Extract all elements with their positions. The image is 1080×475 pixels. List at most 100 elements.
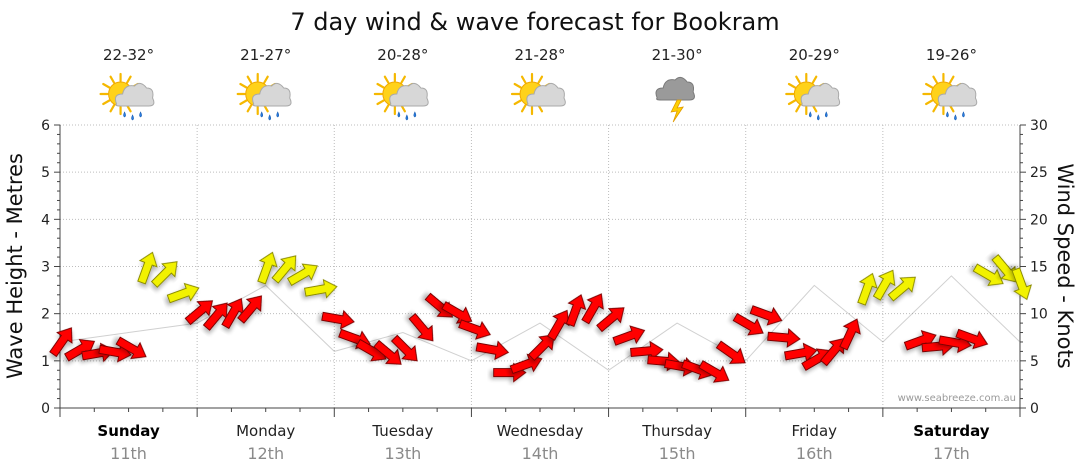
wave-arrow: [546, 309, 570, 341]
wave-arrow: [237, 295, 262, 324]
storm-cloud-icon: [655, 76, 695, 123]
cloud-shape: [252, 82, 292, 121]
sun-ray: [400, 75, 406, 84]
day-label: Friday: [792, 422, 838, 440]
cloud-body: [655, 76, 695, 101]
sun-ray: [537, 75, 544, 84]
rain-drop: [962, 111, 965, 118]
sun-ray: [109, 75, 116, 84]
left-tick-label: 4: [41, 212, 50, 228]
sun-cloud-rain-icon: [236, 72, 292, 121]
lightning-bolt: [670, 99, 684, 123]
wave-arrow: [49, 327, 73, 358]
sun-ray: [925, 99, 934, 106]
day-label: Wednesday: [497, 422, 584, 440]
wave-direction-arrows: [49, 251, 1032, 383]
wave-arrow: [475, 340, 510, 361]
date-label: 15th: [659, 444, 696, 463]
wave-arrow: [872, 269, 896, 301]
sun-ray: [376, 82, 385, 89]
temperature-labels: 22-32° 21-27° 20-28° 21-28° 21-30° 20-29° 19-2…: [103, 46, 977, 64]
watermark: www.seabreeze.com.au: [898, 393, 1016, 404]
left-axis-ticks: 0 1 2 3 4 5 6: [41, 118, 60, 417]
sun-ray: [925, 82, 934, 89]
temp-label: 19-26°: [926, 46, 977, 64]
chart-title: 7 day wind & wave forecast for Bookram: [290, 8, 779, 36]
wave-arrow: [441, 301, 473, 324]
wave-arrow: [857, 272, 878, 306]
rain-drop: [816, 114, 820, 121]
sun-ray: [513, 99, 522, 106]
day-label: Tuesday: [371, 422, 433, 440]
sun-ray: [948, 75, 955, 84]
wave-arrow: [955, 328, 989, 350]
sun-ray: [109, 104, 116, 113]
rain-drop: [139, 111, 142, 118]
date-label: 14th: [522, 444, 559, 463]
wave-arrow: [819, 337, 845, 367]
wave-arrow: [166, 282, 200, 304]
sun-ray: [239, 99, 248, 106]
right-tick-label: 25: [1030, 165, 1048, 181]
temp-label: 20-28°: [377, 46, 428, 64]
left-tick-label: 6: [41, 118, 50, 134]
temp-label: 21-27°: [240, 46, 291, 64]
rain-drop: [824, 111, 828, 118]
wave-arrow: [271, 255, 297, 284]
sun-ray: [513, 82, 522, 89]
cloud-shape: [114, 82, 155, 121]
date-label: 16th: [796, 444, 833, 463]
wave-arrow: [137, 251, 158, 285]
sun-ray: [787, 82, 797, 89]
sun-ray: [376, 99, 385, 106]
wave-arrow: [972, 263, 1004, 287]
sun-cloud-rain-icon: [785, 72, 841, 121]
rain-drop: [413, 111, 417, 118]
cloud-body: [389, 82, 429, 107]
sun-ray: [383, 104, 390, 113]
right-tick-label: 20: [1030, 212, 1048, 228]
sun-ray: [932, 75, 939, 84]
wave-arrow: [887, 276, 916, 302]
cloud-shape: [800, 82, 841, 121]
date-label: 11th: [110, 444, 147, 463]
right-tick-label: 10: [1030, 307, 1048, 323]
wave-arrow: [839, 318, 861, 351]
sun-ray: [520, 75, 527, 84]
day-label: Sunday: [97, 422, 160, 440]
rain-drop: [954, 114, 957, 121]
wave-arrow: [257, 251, 278, 285]
sun-ray: [239, 82, 248, 89]
sun-cloud-icon: [510, 72, 566, 116]
wave-arrow: [612, 325, 646, 346]
rain-drop: [405, 114, 409, 121]
sun-ray: [246, 104, 253, 113]
rain-drop: [123, 111, 126, 118]
right-tick-label: 5: [1030, 354, 1039, 370]
wave-arrow: [527, 334, 555, 362]
sun-ray: [932, 104, 939, 113]
day-label: Monday: [236, 422, 295, 440]
day-label: Saturday: [913, 422, 990, 440]
wave-arrow: [458, 319, 491, 340]
wave-arrow: [390, 334, 418, 362]
wave-arrow: [373, 339, 402, 365]
sun-ray: [125, 75, 132, 84]
left-tick-label: 0: [41, 401, 50, 417]
sun-cloud-rain-icon: [373, 72, 429, 121]
rain-drop: [808, 111, 812, 118]
sun-ray: [383, 75, 390, 84]
sun-ray: [102, 82, 111, 89]
sun-ray: [520, 104, 527, 113]
rain-drop: [946, 111, 949, 118]
wave-arrow: [991, 254, 1017, 283]
wave-arrow: [286, 263, 319, 287]
left-tick-label: 1: [41, 354, 50, 370]
right-axis-title: Wind Speed - Knots: [1053, 163, 1077, 368]
cloud-shape: [389, 82, 429, 121]
temp-label: 21-28°: [514, 46, 565, 64]
rain-drop: [276, 111, 280, 118]
wave-arrow: [321, 309, 355, 330]
rain-drop: [268, 114, 272, 121]
